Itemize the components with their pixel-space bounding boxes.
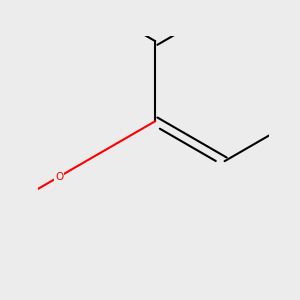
Text: O: O (55, 172, 63, 182)
